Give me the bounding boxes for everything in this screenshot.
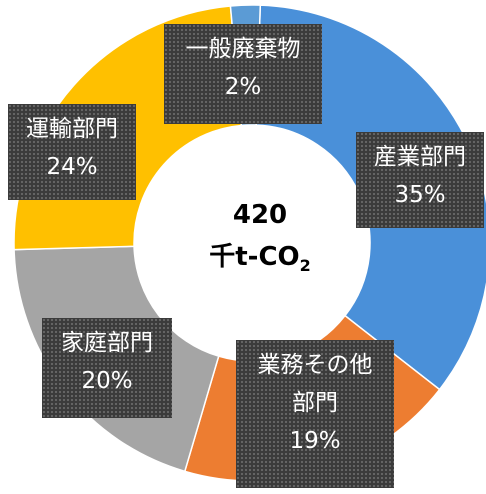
total-value: 420 (232, 200, 288, 230)
unit-subscript: 2 (299, 256, 311, 275)
label-industry-name: 産業部門 (374, 144, 466, 170)
label-business-name-2: 部門 (292, 390, 338, 416)
label-transport-percent: 24% (46, 154, 98, 180)
label-waste-percent: 2% (224, 74, 262, 100)
label-household-name: 家庭部門 (61, 330, 153, 356)
label-waste-name: 一般廃棄物 (185, 36, 301, 62)
label-transport: 運輸部門 24% (8, 104, 136, 200)
label-industry-percent: 35% (394, 182, 446, 208)
label-household: 家庭部門 20% (42, 318, 172, 418)
total-unit: 千t-CO2 (170, 236, 350, 275)
label-industry: 産業部門 35% (356, 132, 484, 228)
label-business-name-1: 業務その他 (257, 352, 373, 378)
label-transport-name: 運輸部門 (26, 116, 118, 142)
label-business: 業務その他 部門 19% (236, 340, 394, 488)
label-waste: 一般廃棄物 2% (164, 24, 322, 124)
label-household-percent: 20% (81, 368, 133, 394)
unit-main: 千t-CO (209, 242, 300, 272)
label-business-percent: 19% (289, 428, 341, 454)
